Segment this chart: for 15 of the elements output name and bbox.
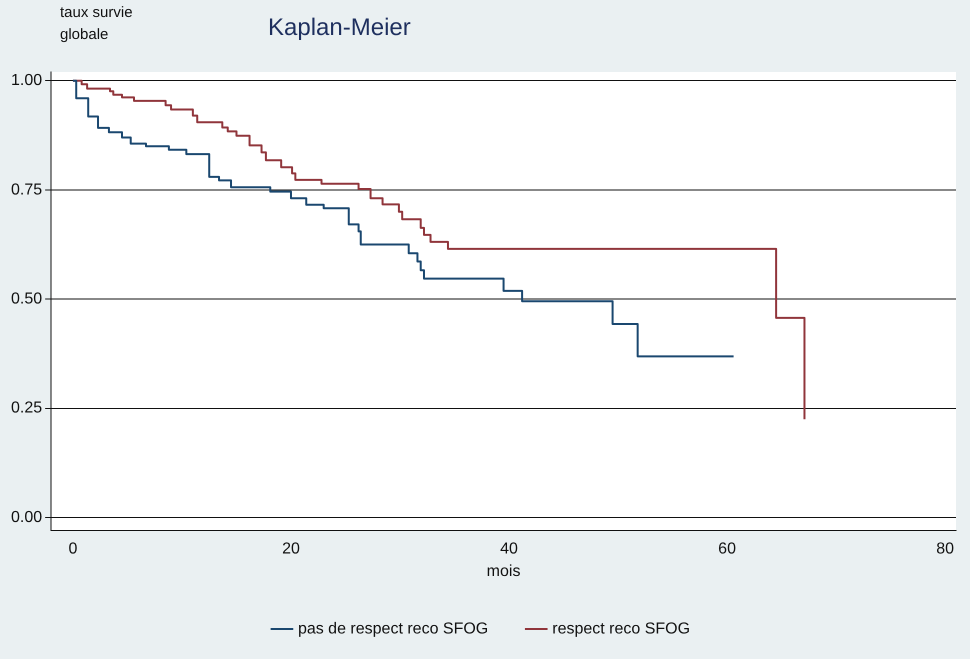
- x-axis-title: mois: [486, 562, 520, 580]
- x-tick-label: 20: [282, 540, 300, 558]
- y-tick-label: 0.50: [11, 290, 42, 308]
- y-tick-label: 0.00: [11, 508, 42, 526]
- y-tick-label: 1.00: [11, 72, 42, 90]
- chart-title: Kaplan-Meier: [268, 14, 411, 42]
- y-axis-title: taux survie globale: [60, 3, 134, 45]
- y-tick-label: 0.75: [11, 181, 42, 198]
- x-tick-label: 40: [500, 540, 518, 558]
- y-tick-label: 0.25: [11, 400, 42, 417]
- legend-label: respect reco SFOG: [552, 620, 690, 638]
- legend-label: pas de respect reco SFOG: [298, 620, 488, 638]
- x-tick-label: 0: [68, 540, 78, 558]
- x-tick-label: 60: [718, 540, 736, 558]
- x-tick-label: 80: [936, 540, 954, 558]
